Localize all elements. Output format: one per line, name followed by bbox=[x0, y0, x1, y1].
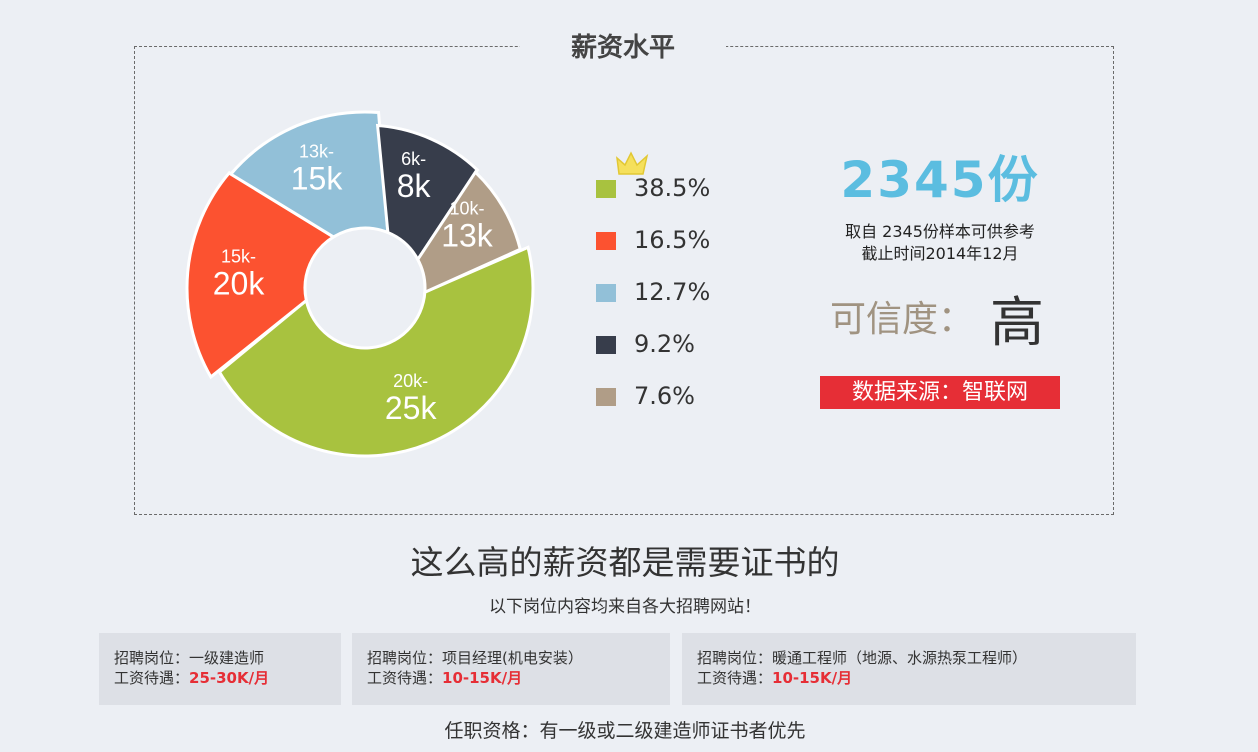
job-position: 招聘岗位：暖通工程师（地源、水源热泵工程师） bbox=[697, 649, 1028, 667]
legend-item: 7.6% bbox=[596, 380, 776, 410]
legend-swatch bbox=[596, 180, 616, 198]
salary-label: 工资待遇： bbox=[114, 669, 190, 687]
legend-item: 9.2% bbox=[596, 328, 776, 358]
legend-item: 16.5% bbox=[596, 224, 776, 254]
pie-slice bbox=[228, 110, 390, 239]
sample-count: 2345份 bbox=[840, 151, 1040, 209]
salary-label: 工资待遇： bbox=[697, 669, 773, 687]
job-card: 招聘岗位：项目经理(机电安装） 工资待遇：10-15K/月 bbox=[352, 633, 670, 705]
legend-swatch bbox=[596, 388, 616, 406]
requirement-note: 任职资格：有一级或二级建造师证书者优先 bbox=[444, 720, 806, 742]
legend-label: 16.5% bbox=[634, 226, 711, 254]
slice-value-label: 25k bbox=[385, 390, 438, 426]
legend-label: 12.7% bbox=[634, 278, 711, 306]
legend-swatch bbox=[596, 232, 616, 250]
slice-range-label: 15k- bbox=[221, 247, 256, 267]
pie-slice bbox=[375, 123, 480, 263]
slice-range-label: 6k- bbox=[401, 149, 426, 169]
legend-item: 38.5% bbox=[596, 172, 776, 202]
legend-swatch bbox=[596, 336, 616, 354]
credibility-label: 可信度： bbox=[830, 299, 975, 340]
pie-slice bbox=[185, 170, 337, 380]
credibility-value: 高 bbox=[990, 291, 1044, 354]
slice-range-label: 10k- bbox=[449, 199, 484, 219]
job-salary-row: 工资待遇：25-30K/月 bbox=[114, 668, 341, 688]
job-salary-row: 工资待遇：10-15K/月 bbox=[697, 668, 1136, 688]
job-salary-row: 工资待遇：10-15K/月 bbox=[367, 668, 670, 688]
salary-value: 10-15K/月 bbox=[442, 669, 523, 687]
job-position: 招聘岗位：一级建造师 bbox=[114, 649, 265, 667]
slice-range-label: 20k- bbox=[393, 371, 428, 391]
slice-value-label: 13k bbox=[441, 218, 494, 254]
sample-note: 取自 2345份样本可供参考 bbox=[845, 222, 1035, 241]
slice-range-label: 13k- bbox=[299, 142, 334, 162]
salary-value: 25-30K/月 bbox=[189, 669, 270, 687]
slice-value-label: 20k bbox=[213, 266, 266, 302]
crown-icon bbox=[616, 151, 649, 175]
legend-label: 7.6% bbox=[634, 382, 695, 410]
legend-swatch bbox=[596, 284, 616, 302]
job-position: 招聘岗位：项目经理(机电安装） bbox=[367, 649, 583, 667]
job-card: 招聘岗位：一级建造师 工资待遇：25-30K/月 bbox=[99, 633, 341, 705]
slice-value-label: 8k bbox=[397, 168, 432, 204]
pie-slice bbox=[416, 169, 523, 295]
salary-label: 工资待遇： bbox=[367, 669, 443, 687]
legend-label: 9.2% bbox=[634, 330, 695, 358]
cutoff-date: 截止时间2014年12月 bbox=[861, 244, 1019, 263]
data-source-badge: 数据来源：智联网 bbox=[820, 376, 1060, 409]
legend-item: 12.7% bbox=[596, 276, 776, 306]
donut-chart: 20k-25k 15k-20k 13k-15k 6k-8k 10k-13k bbox=[185, 110, 535, 458]
panel-title: 薪资水平 bbox=[520, 28, 726, 68]
subheadline: 以下岗位内容均来自各大招聘网站！ bbox=[489, 597, 761, 617]
slice-value-label: 15k bbox=[291, 161, 344, 197]
salary-value: 10-15K/月 bbox=[772, 669, 853, 687]
job-card: 招聘岗位：暖通工程师（地源、水源热泵工程师） 工资待遇：10-15K/月 bbox=[682, 633, 1136, 705]
legend-label: 38.5% bbox=[634, 174, 711, 202]
pie-slice bbox=[217, 245, 535, 458]
headline: 这么高的薪资都是需要证书的 bbox=[410, 543, 840, 582]
